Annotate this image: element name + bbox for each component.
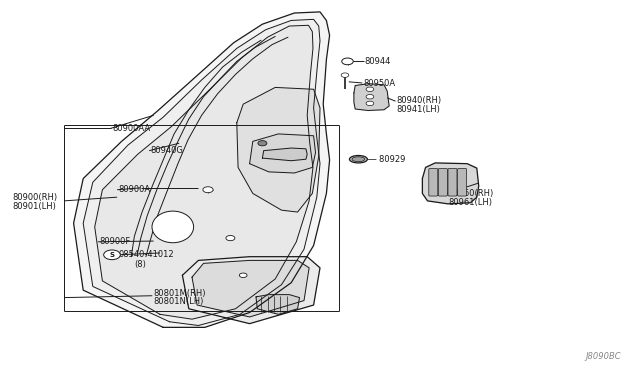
Ellipse shape bbox=[152, 211, 194, 243]
Polygon shape bbox=[74, 12, 330, 327]
Circle shape bbox=[239, 273, 247, 278]
Text: 80960(RH): 80960(RH) bbox=[448, 189, 493, 198]
Text: 80944: 80944 bbox=[365, 57, 391, 66]
Text: 80940G: 80940G bbox=[150, 146, 183, 155]
Polygon shape bbox=[237, 87, 320, 212]
Text: 08540-41012: 08540-41012 bbox=[118, 250, 174, 259]
Text: ― 80929: ― 80929 bbox=[368, 155, 405, 164]
Text: J8090BC: J8090BC bbox=[585, 352, 621, 361]
Polygon shape bbox=[354, 84, 389, 110]
Circle shape bbox=[366, 94, 374, 99]
Ellipse shape bbox=[352, 157, 365, 161]
Polygon shape bbox=[256, 295, 300, 314]
Text: (8): (8) bbox=[134, 260, 147, 269]
Polygon shape bbox=[83, 19, 320, 326]
Text: 80900F: 80900F bbox=[99, 237, 131, 246]
Text: 80961(LH): 80961(LH) bbox=[448, 198, 492, 207]
FancyBboxPatch shape bbox=[448, 169, 457, 196]
Text: 80941(LH): 80941(LH) bbox=[397, 105, 441, 114]
Ellipse shape bbox=[349, 155, 367, 163]
Polygon shape bbox=[422, 163, 479, 204]
Text: 80900AA: 80900AA bbox=[112, 124, 150, 133]
Text: 80900A: 80900A bbox=[118, 185, 150, 194]
FancyBboxPatch shape bbox=[438, 169, 447, 196]
Circle shape bbox=[366, 87, 374, 92]
Circle shape bbox=[366, 101, 374, 106]
FancyBboxPatch shape bbox=[458, 169, 467, 196]
Text: 80801N(LH): 80801N(LH) bbox=[154, 297, 204, 306]
Polygon shape bbox=[95, 25, 313, 319]
Text: 80900(RH): 80900(RH) bbox=[13, 193, 58, 202]
Polygon shape bbox=[250, 134, 316, 173]
Circle shape bbox=[341, 73, 349, 77]
Text: 80901(LH): 80901(LH) bbox=[13, 202, 57, 211]
Polygon shape bbox=[192, 260, 309, 317]
Text: 80801M(RH): 80801M(RH) bbox=[154, 289, 206, 298]
Text: 80950A: 80950A bbox=[364, 79, 396, 88]
Text: S: S bbox=[109, 252, 115, 258]
Circle shape bbox=[203, 187, 213, 193]
Circle shape bbox=[258, 141, 267, 146]
Text: 80940(RH): 80940(RH) bbox=[397, 96, 442, 105]
Circle shape bbox=[342, 58, 353, 65]
Circle shape bbox=[104, 250, 120, 260]
FancyBboxPatch shape bbox=[429, 169, 438, 196]
Circle shape bbox=[226, 235, 235, 241]
Polygon shape bbox=[182, 257, 320, 324]
Polygon shape bbox=[262, 148, 307, 161]
